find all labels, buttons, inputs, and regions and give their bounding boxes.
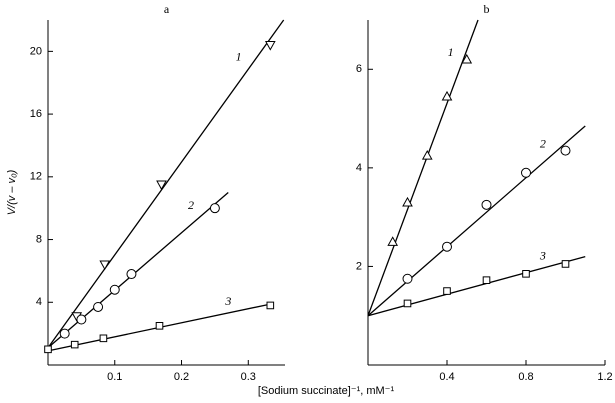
y-tick-label: 8 <box>36 233 42 245</box>
x-tick-label: 0.2 <box>174 371 189 383</box>
data-point <box>402 273 413 284</box>
data-point <box>264 40 276 51</box>
data-point <box>109 284 120 295</box>
y-tick-label: 12 <box>30 171 42 183</box>
fit-line <box>367 19 479 316</box>
series-label: 3 <box>539 249 546 263</box>
data-point <box>461 53 473 64</box>
fit-line <box>47 192 229 349</box>
data-point <box>441 90 453 101</box>
data-point <box>441 241 453 252</box>
data-point <box>209 203 220 214</box>
y-tick-label: 16 <box>30 108 42 120</box>
data-point <box>520 167 532 178</box>
data-point <box>481 199 492 210</box>
data-point <box>156 180 167 191</box>
data-point <box>44 345 52 354</box>
data-point <box>560 145 571 156</box>
data-point <box>99 334 108 343</box>
data-point <box>421 150 433 160</box>
y-tick-label: 6 <box>356 63 362 75</box>
data-point <box>403 299 412 308</box>
data-point <box>443 287 451 295</box>
x-tick-label: 1.2 <box>597 371 612 383</box>
data-point <box>561 260 570 268</box>
x-tick-label: 0.1 <box>107 371 122 383</box>
x-tick-label: 0.4 <box>439 371 454 383</box>
y-tick-label: 4 <box>356 162 362 174</box>
fit-line <box>47 19 285 349</box>
data-point <box>99 260 111 271</box>
x-axis-label: [Sodium succinate]⁻¹, mM⁻¹ <box>258 385 395 397</box>
x-tick-label: 0.3 <box>241 371 256 383</box>
data-point <box>76 314 87 325</box>
data-point <box>522 270 530 278</box>
series-label: 2 <box>188 198 194 212</box>
data-point <box>59 328 70 339</box>
data-point <box>126 269 137 280</box>
panel-title: b <box>484 2 490 16</box>
y-tick-label: 4 <box>36 296 42 308</box>
fit-line <box>367 255 586 317</box>
data-point <box>402 196 413 207</box>
series-label: 3 <box>224 294 231 308</box>
series-label: 1 <box>236 50 242 64</box>
series-label: 1 <box>448 45 454 59</box>
y-tick-label: 2 <box>356 260 362 272</box>
x-tick-label: 0.8 <box>518 371 533 383</box>
data-point <box>70 340 79 349</box>
data-point <box>155 321 164 330</box>
fit-line <box>367 125 586 317</box>
series-label: 2 <box>540 136 546 150</box>
y-tick-label: 20 <box>30 45 42 57</box>
data-point <box>387 236 399 246</box>
data-point <box>482 276 491 285</box>
data-point <box>93 302 104 312</box>
data-point <box>266 301 275 310</box>
y-axis-label: V/(v – v₀) <box>6 169 18 215</box>
panel-title: a <box>164 2 170 16</box>
